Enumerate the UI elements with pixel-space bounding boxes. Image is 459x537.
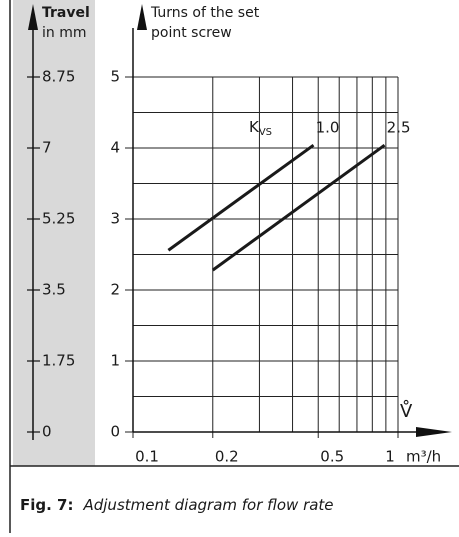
y-tick-label: 0 xyxy=(110,423,120,441)
x-tick-label: 0.2 xyxy=(215,448,239,466)
arrow xyxy=(416,427,452,437)
series-line xyxy=(167,143,315,252)
k: K xyxy=(249,118,260,136)
y-tick-label: 1 xyxy=(110,352,120,370)
x-tick-label: 0.1 xyxy=(135,448,159,466)
x-symbol: V̊ xyxy=(400,401,413,422)
y-tick-label: 4 xyxy=(110,139,120,157)
arrow xyxy=(28,4,38,30)
y2-tick-label: 5.25 xyxy=(42,210,75,228)
x-tick-label: 0.5 xyxy=(320,448,344,466)
y-tick-label: 3 xyxy=(110,210,120,228)
x-unit: m³/h xyxy=(406,448,441,466)
series-name: 1.0 xyxy=(316,119,340,137)
y2-tick-label: 0 xyxy=(42,423,52,441)
travel-band xyxy=(13,0,95,466)
series-name: 2.5 xyxy=(387,119,411,137)
y-label: Turns of the set xyxy=(150,5,260,21)
arrow xyxy=(137,4,147,30)
y2-tick-label: 3.5 xyxy=(42,281,66,299)
caption: Fig. 7: Adjustment diagram for flow rate xyxy=(20,496,334,514)
series-line xyxy=(211,143,386,272)
x-tick-label: 1 xyxy=(385,448,395,466)
y2-label: in mm xyxy=(42,25,87,41)
caption-label: Fig. 7: xyxy=(20,496,73,514)
series-label: KVS xyxy=(249,118,272,139)
y2-tick-label: 7 xyxy=(42,139,52,157)
y2-tick-label: 8.75 xyxy=(42,68,75,86)
y-tick-label: 5 xyxy=(110,68,120,86)
k-sub: VS xyxy=(259,127,272,138)
y2-tick-label: 1.75 xyxy=(42,352,75,370)
y-label: point screw xyxy=(151,25,232,41)
y2-label: Travel xyxy=(42,5,90,21)
y-tick-label: 2 xyxy=(110,281,120,299)
caption-text: Adjustment diagram for flow rate xyxy=(82,496,333,514)
